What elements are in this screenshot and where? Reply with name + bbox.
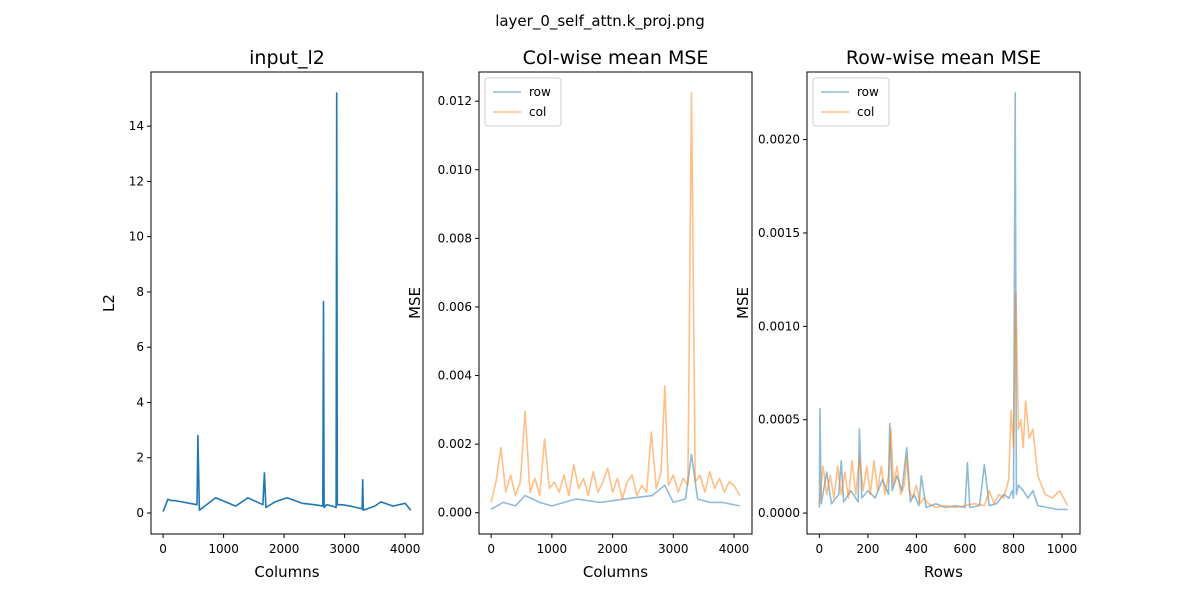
y-tick-label: 0.002	[438, 437, 472, 451]
y-axis-label: MSE	[734, 287, 752, 319]
y-tick-label: 0.008	[438, 231, 472, 245]
legend-box	[812, 77, 890, 127]
chart-title: input_l2	[249, 47, 325, 69]
axes-frame	[478, 71, 753, 535]
y-tick-label: 10	[129, 230, 144, 244]
legend-label-col: col	[529, 105, 546, 119]
axes-frame	[150, 71, 424, 535]
legend: row col	[484, 77, 562, 127]
y-tick-label: 0.0015	[758, 226, 800, 240]
x-axis-label: Rows	[924, 563, 963, 581]
figure-suptitle: layer_0_self_attn.k_proj.png	[495, 12, 705, 31]
series-line-row	[490, 453, 740, 510]
y-tick-label: 0.0000	[758, 506, 800, 520]
x-tick-label: 4000	[390, 542, 421, 556]
y-tick-label: 0.010	[438, 163, 472, 177]
legend: row col	[812, 77, 890, 127]
y-axis-label: MSE	[406, 287, 424, 319]
x-tick-label: 800	[1002, 542, 1025, 556]
y-tick-label: 6	[136, 340, 144, 354]
y-tick-label: 0.0020	[758, 133, 800, 147]
y-tick-label: 0.000	[438, 506, 472, 520]
x-tick-label: 0	[159, 542, 167, 556]
series-line-row	[818, 92, 1068, 511]
y-tick-label: 0	[136, 506, 144, 520]
x-tick-label: 200	[856, 542, 879, 556]
series-line-col	[818, 291, 1069, 509]
panel-input-l2: 0 1000 2000 3000 4000 0 2 4 6 8 10 12 14 input_l2 Colu…	[100, 47, 424, 581]
legend-label-col: col	[857, 105, 874, 119]
x-tick-label: 3000	[329, 542, 360, 556]
legend-label-row: row	[857, 85, 879, 99]
x-tick-label: 3000	[658, 542, 689, 556]
x-tick-label: 400	[905, 542, 928, 556]
x-tick-label: 1000	[208, 542, 239, 556]
x-tick-label: 0	[487, 542, 495, 556]
x-tick-label: 1000	[1047, 542, 1078, 556]
legend-label-row: row	[529, 85, 551, 99]
y-tick-label: 0.006	[438, 300, 472, 314]
x-tick-label: 2000	[597, 542, 628, 556]
y-axis-label: L2	[100, 294, 118, 312]
y-tick-label: 14	[129, 119, 144, 133]
y-tick-label: 8	[136, 285, 144, 299]
x-tick-label: 2000	[269, 542, 300, 556]
x-tick-label: 600	[954, 542, 977, 556]
panel-row-wise-mse: 0 200 400 600 800 1000 0.0000 0.0005 0.0010 0.001…	[734, 47, 1081, 581]
x-tick-label: 4000	[719, 542, 750, 556]
chart-title: Col-wise mean MSE	[523, 47, 709, 69]
x-tick-label: 0	[816, 542, 824, 556]
y-tick-label: 0.012	[438, 94, 472, 108]
axes-frame	[806, 71, 1081, 535]
series-line-series-0	[162, 92, 412, 512]
x-axis-label: Columns	[583, 563, 648, 581]
y-tick-label: 0.0010	[758, 319, 800, 333]
chart-title: Row-wise mean MSE	[846, 47, 1041, 69]
panel-col-wise-mse: 0 1000 2000 3000 4000 0.000 0.002 0.004 0.006 0.0…	[406, 47, 753, 581]
y-tick-label: 4	[136, 395, 144, 409]
series-line-col	[490, 91, 741, 503]
y-tick-label: 0.004	[438, 369, 472, 383]
y-tick-label: 0.0005	[758, 413, 800, 427]
x-tick-label: 1000	[537, 542, 568, 556]
legend-box	[484, 77, 562, 127]
y-tick-label: 12	[129, 174, 144, 188]
x-axis-label: Columns	[254, 563, 319, 581]
y-tick-label: 2	[136, 451, 144, 465]
